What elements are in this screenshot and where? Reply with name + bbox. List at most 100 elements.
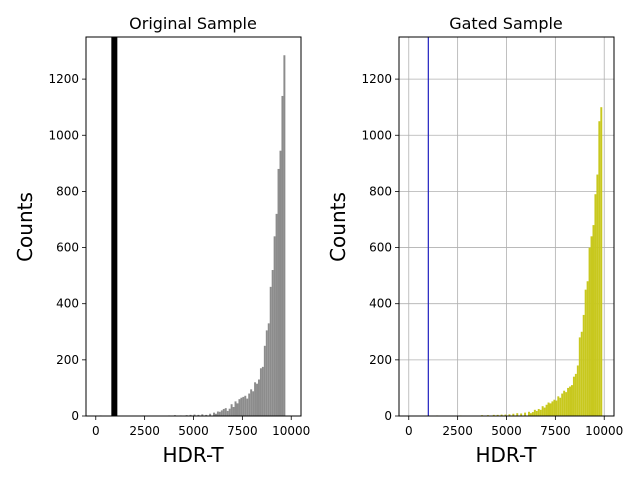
histogram-bar xyxy=(209,413,212,416)
histogram-bar xyxy=(563,390,566,416)
y-tick-label: 200 xyxy=(369,353,392,367)
histogram-bar xyxy=(555,400,558,416)
histogram-bar xyxy=(248,393,251,416)
histogram-bar xyxy=(561,393,564,416)
histogram-bar xyxy=(600,107,603,417)
histogram-bar xyxy=(512,413,515,416)
histogram-bar xyxy=(197,414,200,416)
bars-original xyxy=(99,55,286,417)
histogram-bar xyxy=(213,412,215,416)
histogram-bar xyxy=(215,413,217,416)
x-tick-label: 7500 xyxy=(540,424,571,438)
y-tick-label: 1200 xyxy=(48,72,79,86)
histogram-bar xyxy=(218,411,221,416)
histogram-bar xyxy=(189,414,192,416)
histogram-bar xyxy=(277,168,280,416)
histogram-bar xyxy=(537,408,540,416)
grid-lines-gated xyxy=(399,37,614,417)
x-tick-label: 10000 xyxy=(585,424,623,438)
histogram-bar xyxy=(572,376,575,416)
y-tick-label: 0 xyxy=(384,409,392,423)
histogram-bar xyxy=(586,281,589,416)
y-tick-label: 600 xyxy=(369,241,392,255)
histogram-bar xyxy=(588,247,591,416)
histogram-bar xyxy=(520,413,523,416)
histogram-bar xyxy=(584,289,587,416)
histogram-bar xyxy=(220,410,223,416)
histogram-bar xyxy=(201,414,204,416)
histogram-bar xyxy=(265,330,268,416)
bars-gated xyxy=(436,107,603,417)
histogram-bar xyxy=(557,396,560,416)
histogram-bar xyxy=(224,408,227,416)
histogram-bar xyxy=(279,150,282,416)
x-tick-label: 2500 xyxy=(129,424,160,438)
y-tick-label: 200 xyxy=(56,353,79,367)
histogram-bar xyxy=(226,410,229,416)
x-ticks-original: 0 2500 5000 7500 10000 xyxy=(92,416,310,438)
histogram-bar xyxy=(283,55,286,417)
x-ticks-gated: 0 2500 5000 7500 10000 xyxy=(405,416,623,438)
histogram-bar xyxy=(238,399,241,416)
y-tick-label: 600 xyxy=(56,241,79,255)
histogram-bar xyxy=(205,414,208,416)
histogram-bar xyxy=(576,365,579,416)
histogram-bar xyxy=(246,398,249,416)
histogram-bar xyxy=(549,403,552,416)
y-axis-label-gated: Counts xyxy=(326,192,350,262)
histogram-bar xyxy=(492,414,495,416)
histogram-bar xyxy=(508,414,511,416)
histogram-bar xyxy=(281,95,284,416)
histogram-bar xyxy=(571,385,573,416)
histogram-bar xyxy=(559,397,562,416)
histogram-bar xyxy=(547,402,550,416)
y-tick-label: 0 xyxy=(71,409,79,423)
histogram-bar xyxy=(529,413,532,416)
histogram-bar xyxy=(250,389,253,416)
histogram-bar xyxy=(261,366,264,416)
chart-title-original: Original Sample xyxy=(129,14,257,33)
histogram-bar xyxy=(258,379,260,416)
y-ticks-original: 0 200 400 600 800 1000 1200 xyxy=(48,72,86,423)
histogram-bar xyxy=(590,236,593,416)
y-tick-label: 1000 xyxy=(361,128,392,142)
histogram-original-sample: Original Sample 0 2500 5000 7500 10000 0 200 4… xyxy=(13,14,310,467)
histogram-bar xyxy=(535,410,538,416)
y-tick-label: 800 xyxy=(369,184,392,198)
histogram-bar xyxy=(234,401,237,416)
histogram-bar xyxy=(263,345,266,416)
histogram-bar xyxy=(256,383,258,416)
histogram-bar xyxy=(551,401,554,416)
x-tick-label: 7500 xyxy=(227,424,258,438)
histogram-gated-sample: Gated Sample 0 2500 5000 7500 10000 0 200 400 6… xyxy=(326,14,623,467)
histogram-bar xyxy=(275,213,278,416)
y-tick-label: 1000 xyxy=(48,128,79,142)
histogram-bar xyxy=(528,411,530,416)
histogram-bar xyxy=(271,270,274,416)
chart-title-gated: Gated Sample xyxy=(449,14,563,33)
histogram-bar xyxy=(240,397,243,416)
histogram-bar xyxy=(516,413,519,416)
histogram-bar xyxy=(273,236,276,416)
histogram-bar xyxy=(228,408,231,416)
histogram-bar xyxy=(230,404,233,416)
x-tick-label: 10000 xyxy=(272,424,310,438)
x-tick-label: 2500 xyxy=(442,424,473,438)
histogram-bar xyxy=(545,404,548,416)
histogram-bar xyxy=(543,407,546,416)
histogram-bar xyxy=(267,323,270,416)
histogram-bar xyxy=(596,174,599,416)
x-tick-label: 0 xyxy=(405,424,413,438)
histogram-bar xyxy=(252,391,255,416)
histogram-bar xyxy=(594,194,597,416)
histogram-bar xyxy=(533,409,536,416)
histogram-bar xyxy=(567,387,570,416)
histogram-bar xyxy=(580,331,583,416)
histogram-bar xyxy=(500,414,503,416)
histogram-bar xyxy=(242,396,245,416)
histogram-bar xyxy=(259,368,262,416)
x-tick-label: 5000 xyxy=(491,424,522,438)
histogram-bar xyxy=(541,406,544,416)
histogram-bar xyxy=(232,407,235,416)
